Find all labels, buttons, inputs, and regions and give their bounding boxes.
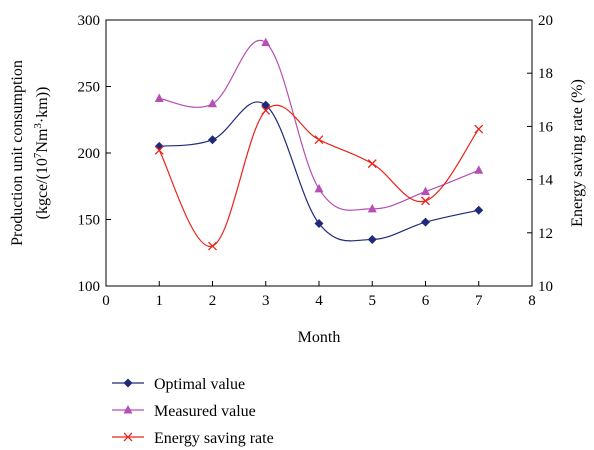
data-point-s0-3 [314, 218, 324, 228]
x-tick-label: 0 [102, 293, 110, 309]
data-point-s1-0 [154, 93, 164, 102]
legend-item-energy-saving-rate: Energy saving rate [112, 430, 274, 447]
legend-label-measured: Measured value [154, 403, 256, 420]
data-point-s2-2 [261, 105, 271, 115]
legend: Optimal value Measured value Energy savi… [112, 376, 274, 447]
data-point-s2-4 [367, 159, 377, 169]
data-point-s1-1 [208, 98, 217, 108]
right-y-tick-label: 10 [538, 279, 553, 295]
data-point-s0-4 [367, 234, 377, 244]
left-axis-label-line2: (kgce/(107Nm3·km)) [32, 87, 51, 220]
left-axis-label-line1: Production unit consumption [9, 60, 26, 246]
data-point-s1-3 [314, 183, 324, 193]
legend-label-energy: Energy saving rate [154, 430, 274, 447]
right-y-tick-label: 18 [538, 66, 553, 82]
legend-label-optimal: Optimal value [154, 376, 245, 393]
left-label-part-km: ·km)) [34, 87, 51, 123]
left-y-tick-label: 200 [78, 146, 101, 162]
right-y-tick-label: 20 [538, 13, 553, 29]
x-tick-label: 7 [475, 293, 483, 309]
x-tick-label: 1 [156, 293, 164, 309]
legend-marker-diamond [123, 378, 133, 388]
left-y-tick-label: 150 [78, 213, 101, 229]
left-y-tick-label: 300 [78, 13, 101, 29]
right-y-tick-label: 14 [538, 173, 554, 189]
data-point-s0-6 [474, 205, 484, 215]
data-point-s1-4 [367, 203, 377, 213]
series-line-1 [159, 39, 479, 211]
data-point-s1-2 [261, 37, 271, 47]
right-axis-label: Energy saving rate (%) [569, 79, 586, 227]
left-y-tick-label: 250 [78, 80, 101, 96]
legend-marker-triangle [123, 405, 133, 414]
data-point-s1-5 [421, 186, 430, 196]
data-point-s2-5 [421, 196, 430, 206]
left-label-part-unit: (kgce/(10 [34, 158, 51, 219]
data-point-s2-3 [314, 135, 324, 145]
right-y-tick-label: 12 [538, 226, 553, 242]
x-tick-label: 6 [422, 293, 430, 309]
x-tick-label: 8 [528, 293, 536, 309]
plot-frame [105, 19, 533, 287]
data-point-s2-6 [474, 124, 484, 134]
data-point-s2-0 [154, 145, 164, 155]
data-point-s2-1 [208, 241, 217, 251]
left-y-tick-label: 100 [78, 279, 101, 295]
legend-item-optimal-value: Optimal value [112, 376, 245, 393]
data-point-s0-1 [208, 135, 217, 145]
x-tick-label: 4 [315, 293, 323, 309]
left-label-superscript-3: 3 [32, 123, 44, 129]
data-point-s1-6 [474, 165, 484, 174]
right-y-tick-label: 16 [538, 119, 554, 135]
x-tick-label: 2 [209, 293, 217, 309]
x-tick-label: 3 [262, 293, 270, 309]
x-tick-label: 5 [369, 293, 377, 309]
x-axis-label: Month [298, 329, 341, 346]
legend-marker-x [123, 432, 133, 442]
legend-item-measured-value: Measured value [112, 403, 256, 420]
left-label-superscript-7: 7 [32, 152, 44, 158]
data-point-s0-5 [421, 217, 430, 227]
left-label-part-nm: Nm [34, 128, 51, 153]
plot-area [154, 37, 484, 251]
